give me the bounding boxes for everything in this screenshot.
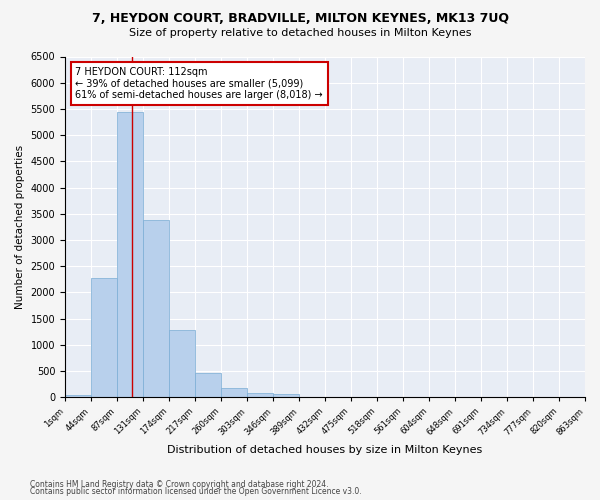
Bar [91, 278, 117, 397]
Text: Size of property relative to detached houses in Milton Keynes: Size of property relative to detached ho… [129, 28, 471, 38]
Bar [65, 394, 91, 397]
Text: Contains HM Land Registry data © Crown copyright and database right 2024.: Contains HM Land Registry data © Crown c… [30, 480, 329, 489]
Bar [247, 392, 273, 397]
Bar [273, 394, 299, 397]
Bar [196, 372, 221, 397]
Bar [143, 220, 169, 397]
Y-axis label: Number of detached properties: Number of detached properties [15, 145, 25, 309]
Bar [169, 330, 196, 397]
Bar [117, 112, 143, 397]
X-axis label: Distribution of detached houses by size in Milton Keynes: Distribution of detached houses by size … [167, 445, 482, 455]
Bar [221, 388, 247, 397]
Text: 7 HEYDON COURT: 112sqm
← 39% of detached houses are smaller (5,099)
61% of semi-: 7 HEYDON COURT: 112sqm ← 39% of detached… [76, 66, 323, 100]
Text: 7, HEYDON COURT, BRADVILLE, MILTON KEYNES, MK13 7UQ: 7, HEYDON COURT, BRADVILLE, MILTON KEYNE… [91, 12, 509, 26]
Text: Contains public sector information licensed under the Open Government Licence v3: Contains public sector information licen… [30, 487, 362, 496]
